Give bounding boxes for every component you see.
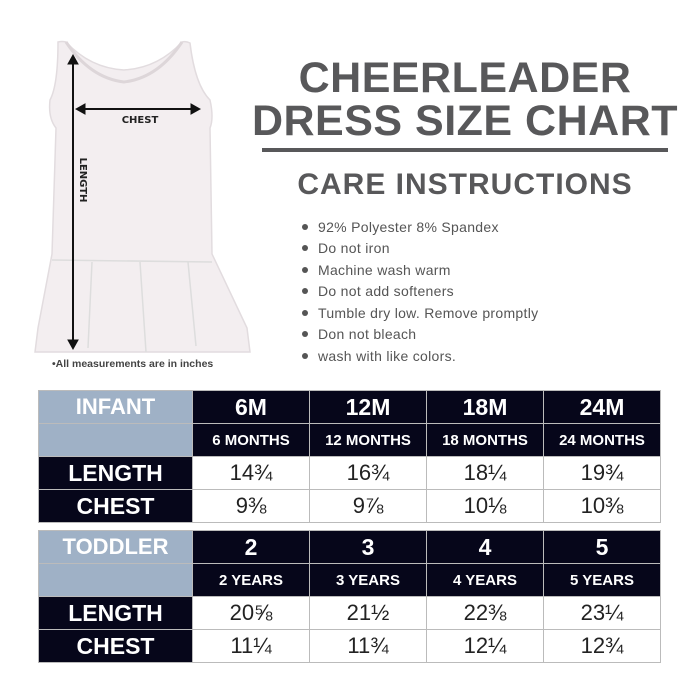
care-item: Tumble dry low. Remove promptly [302, 302, 538, 324]
value-cell: 11¾ [309, 629, 427, 663]
size-header: 5 [543, 530, 661, 564]
bullet-icon [302, 352, 308, 359]
age-header: 4 YEARS [426, 563, 544, 597]
care-item: Do not iron [302, 238, 538, 260]
value-cell: 11¼ [192, 629, 310, 663]
table-row: CHEST 9⅜ 9⅞ 10⅛ 10⅜ [38, 489, 661, 523]
title-divider [262, 148, 668, 152]
value-cell: 9⅞ [309, 489, 427, 523]
size-header: 24M [543, 390, 661, 424]
size-header: 18M [426, 390, 544, 424]
table-row: LENGTH 20⅝ 21½ 22⅜ 23¼ [38, 596, 661, 630]
blank-cell [38, 563, 193, 597]
age-row: 2 YEARS 3 YEARS 4 YEARS 5 YEARS [38, 563, 661, 597]
value-cell: 22⅜ [426, 596, 544, 630]
care-item: Don not bleach [302, 324, 538, 346]
row-label: CHEST [38, 489, 193, 523]
care-list: 92% Polyester 8% Spandex Do not iron Mac… [302, 216, 538, 367]
value-cell: 21½ [309, 596, 427, 630]
value-cell: 14¾ [192, 456, 310, 490]
age-header: 6 MONTHS [192, 423, 310, 457]
value-cell: 20⅝ [192, 596, 310, 630]
value-cell: 18¼ [426, 456, 544, 490]
value-cell: 9⅜ [192, 489, 310, 523]
length-arrow [67, 53, 79, 351]
dress-illustration: CHEST LENGTH [34, 40, 251, 353]
value-cell: 10⅜ [543, 489, 661, 523]
row-label: LENGTH [38, 456, 193, 490]
age-header: 12 MONTHS [309, 423, 427, 457]
value-cell: 12¼ [426, 629, 544, 663]
size-header: 12M [309, 390, 427, 424]
value-cell: 19¾ [543, 456, 661, 490]
size-row: TODDLER 2 3 4 5 [38, 530, 661, 564]
bullet-icon [302, 309, 308, 316]
bullet-icon [302, 223, 308, 230]
length-label: LENGTH [77, 158, 88, 203]
chest-label: CHEST [122, 115, 159, 126]
size-header: 4 [426, 530, 544, 564]
age-header: 24 MONTHS [543, 423, 661, 457]
group-label: INFANT [38, 390, 193, 424]
age-row: 6 MONTHS 12 MONTHS 18 MONTHS 24 MONTHS [38, 423, 661, 457]
value-cell: 23¼ [543, 596, 661, 630]
row-label: CHEST [38, 629, 193, 663]
care-title: CARE INSTRUCTIONS [297, 168, 633, 201]
value-cell: 12¾ [543, 629, 661, 663]
bullet-icon [302, 245, 308, 252]
group-label: TODDLER [38, 530, 193, 564]
toddler-size-table: TODDLER 2 3 4 5 2 YEARS 3 YEARS 4 YEARS … [38, 530, 661, 663]
size-row: INFANT 6M 12M 18M 24M [38, 390, 661, 424]
blank-cell [38, 423, 193, 457]
dress-shape [34, 40, 251, 353]
chest-arrow [74, 103, 202, 115]
table-row: LENGTH 14¾ 16¾ 18¼ 19¾ [38, 456, 661, 490]
care-item: Do not add softeners [302, 281, 538, 303]
title-line-2: DRESS SIZE CHART [251, 97, 679, 145]
bullet-icon [302, 288, 308, 295]
care-item: 92% Polyester 8% Spandex [302, 216, 538, 238]
title-line-1: CHEERLEADER [298, 54, 632, 102]
size-header: 2 [192, 530, 310, 564]
row-label: LENGTH [38, 596, 193, 630]
age-header: 2 YEARS [192, 563, 310, 597]
value-cell: 16¾ [309, 456, 427, 490]
size-header: 3 [309, 530, 427, 564]
age-header: 18 MONTHS [426, 423, 544, 457]
bullet-icon [302, 331, 308, 338]
size-header: 6M [192, 390, 310, 424]
care-item: Machine wash warm [302, 259, 538, 281]
table-row: CHEST 11¼ 11¾ 12¼ 12¾ [38, 629, 661, 663]
care-item: wash with like colors. [302, 345, 538, 367]
age-header: 3 YEARS [309, 563, 427, 597]
infant-size-table: INFANT 6M 12M 18M 24M 6 MONTHS 12 MONTHS… [38, 390, 661, 523]
bullet-icon [302, 266, 308, 273]
age-header: 5 YEARS [543, 563, 661, 597]
measurement-note: •All measurements are in inches [52, 358, 214, 370]
value-cell: 10⅛ [426, 489, 544, 523]
